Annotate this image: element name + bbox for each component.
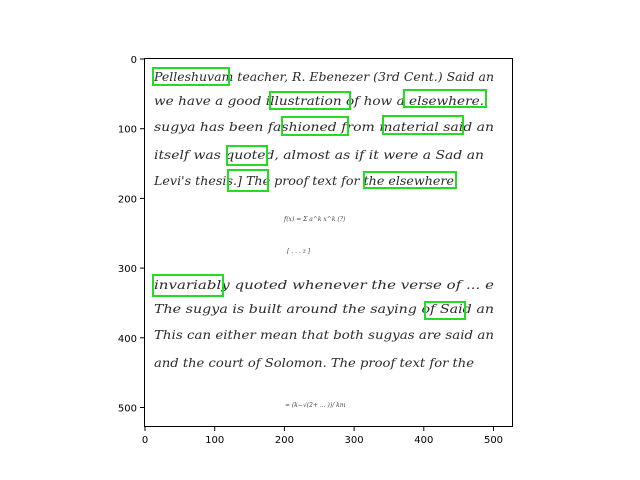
detection-boxes (152, 67, 487, 320)
x-tick-label: 0 (142, 435, 148, 446)
formula-mark: [ . . . z ] (287, 248, 311, 255)
handwriting-line: The sugya is built around the saying of … (154, 302, 494, 316)
y-tick-label: 100 (118, 125, 137, 136)
detection-box (227, 169, 269, 192)
y-tick-label: 500 (118, 404, 137, 415)
x-tick-label: 100 (205, 435, 224, 446)
handwriting-line: sugya has been fashioned from material s… (154, 120, 494, 134)
detection-box (269, 91, 351, 110)
detection-box (281, 116, 349, 136)
detection-box (403, 89, 487, 108)
axes-frame (144, 58, 513, 427)
detection-box (226, 145, 268, 166)
detection-box (152, 274, 224, 297)
handwriting-line: itself was quoted, almost as if it were … (154, 148, 484, 162)
handwriting-line: invariably quoted whenever the verse of … (154, 278, 494, 292)
formula-mark: = (k−√(2+ ... ))/ km (285, 402, 346, 409)
detection-box (424, 301, 466, 320)
handwriting-line: Pelleshuvam teacher, R. Ebenezer (3rd Ce… (153, 70, 494, 84)
handwriting-line: This can either mean that both sugyas ar… (154, 328, 494, 342)
detection-box (363, 171, 457, 189)
detection-box (382, 115, 464, 135)
x-tick-label: 200 (275, 435, 294, 446)
handwriting-line: Levi's thesis.] The proof text for the e… (153, 174, 454, 188)
x-tick-label: 300 (345, 435, 364, 446)
detection-box (152, 67, 230, 86)
y-tick-label: 0 (131, 55, 137, 66)
handwritten-document: Pelleshuvam teacher, R. Ebenezer (3rd Ce… (153, 70, 494, 409)
y-tick-label: 200 (118, 194, 137, 205)
y-tick-label: 300 (118, 264, 137, 275)
x-axis: 0 100 200 300 400 500 (142, 427, 503, 446)
y-tick-label: 400 (118, 334, 137, 345)
handwriting-line: we have a good illustration of how a els… (154, 94, 484, 108)
formula-mark: f(x) = Σ a^k x^k (?) (283, 216, 346, 223)
y-axis: 0 100 200 300 400 500 (118, 55, 144, 415)
x-tick-label: 500 (484, 435, 503, 446)
handwriting-line: and the court of Solomon. The proof text… (154, 356, 474, 370)
x-tick-label: 400 (414, 435, 433, 446)
